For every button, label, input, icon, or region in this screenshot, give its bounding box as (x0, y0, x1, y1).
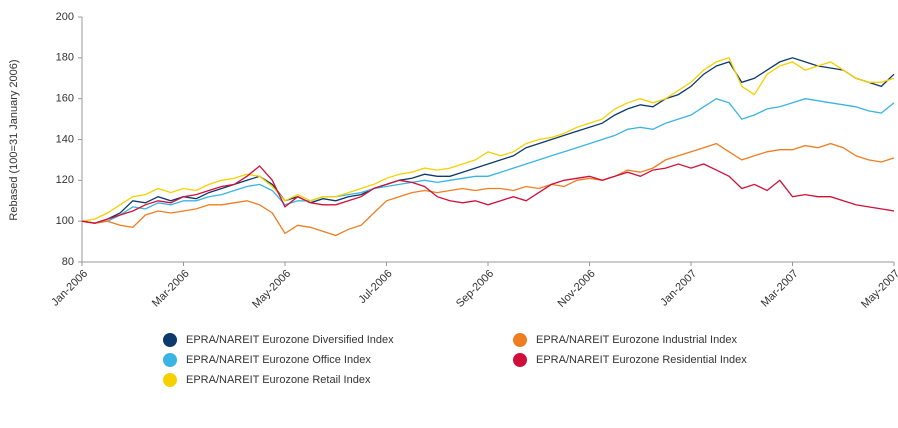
legend-swatch (163, 373, 177, 387)
x-tick-label: Jul-2006 (356, 268, 394, 306)
y-tick-label: 140 (56, 133, 74, 145)
legend-label: EPRA/NAREIT Eurozone Diversified Index (186, 334, 394, 346)
x-tick-label: Jan-2007 (658, 268, 699, 309)
y-tick-label: 200 (56, 11, 74, 23)
series-line (81, 57, 895, 222)
legend-label: EPRA/NAREIT Eurozone Industrial Index (536, 334, 737, 346)
series-line (81, 163, 895, 224)
y-tick-label: 160 (56, 93, 74, 105)
legend-swatch (163, 353, 177, 367)
series-line (81, 97, 895, 224)
y-tick-label: 100 (56, 215, 74, 227)
series-line (81, 142, 895, 237)
legend-swatch (513, 353, 527, 367)
legend-label: EPRA/NAREIT Eurozone Office Index (186, 354, 371, 366)
x-tick-label: Mar-2007 (759, 268, 801, 310)
series-line (81, 57, 895, 224)
x-tick-label: Sep-2006 (454, 268, 496, 310)
legend-swatch (513, 333, 527, 347)
x-tick-label: May-2006 (250, 268, 293, 311)
y-axis-label: Rebased (100=31 January 2006) (8, 59, 20, 220)
legend-swatch (163, 333, 177, 347)
legend-label: EPRA/NAREIT Eurozone Residential Index (536, 354, 747, 366)
legend-label: EPRA/NAREIT Eurozone Retail Index (186, 374, 371, 386)
y-tick-label: 120 (56, 174, 74, 186)
x-tick-label: Nov-2006 (555, 268, 597, 310)
x-tick-label: Jan-2006 (49, 268, 90, 309)
x-tick-label: Mar-2006 (150, 268, 192, 310)
x-tick-label: May-2007 (859, 268, 898, 311)
y-tick-label: 180 (56, 52, 74, 64)
y-tick-label: 80 (62, 256, 74, 268)
